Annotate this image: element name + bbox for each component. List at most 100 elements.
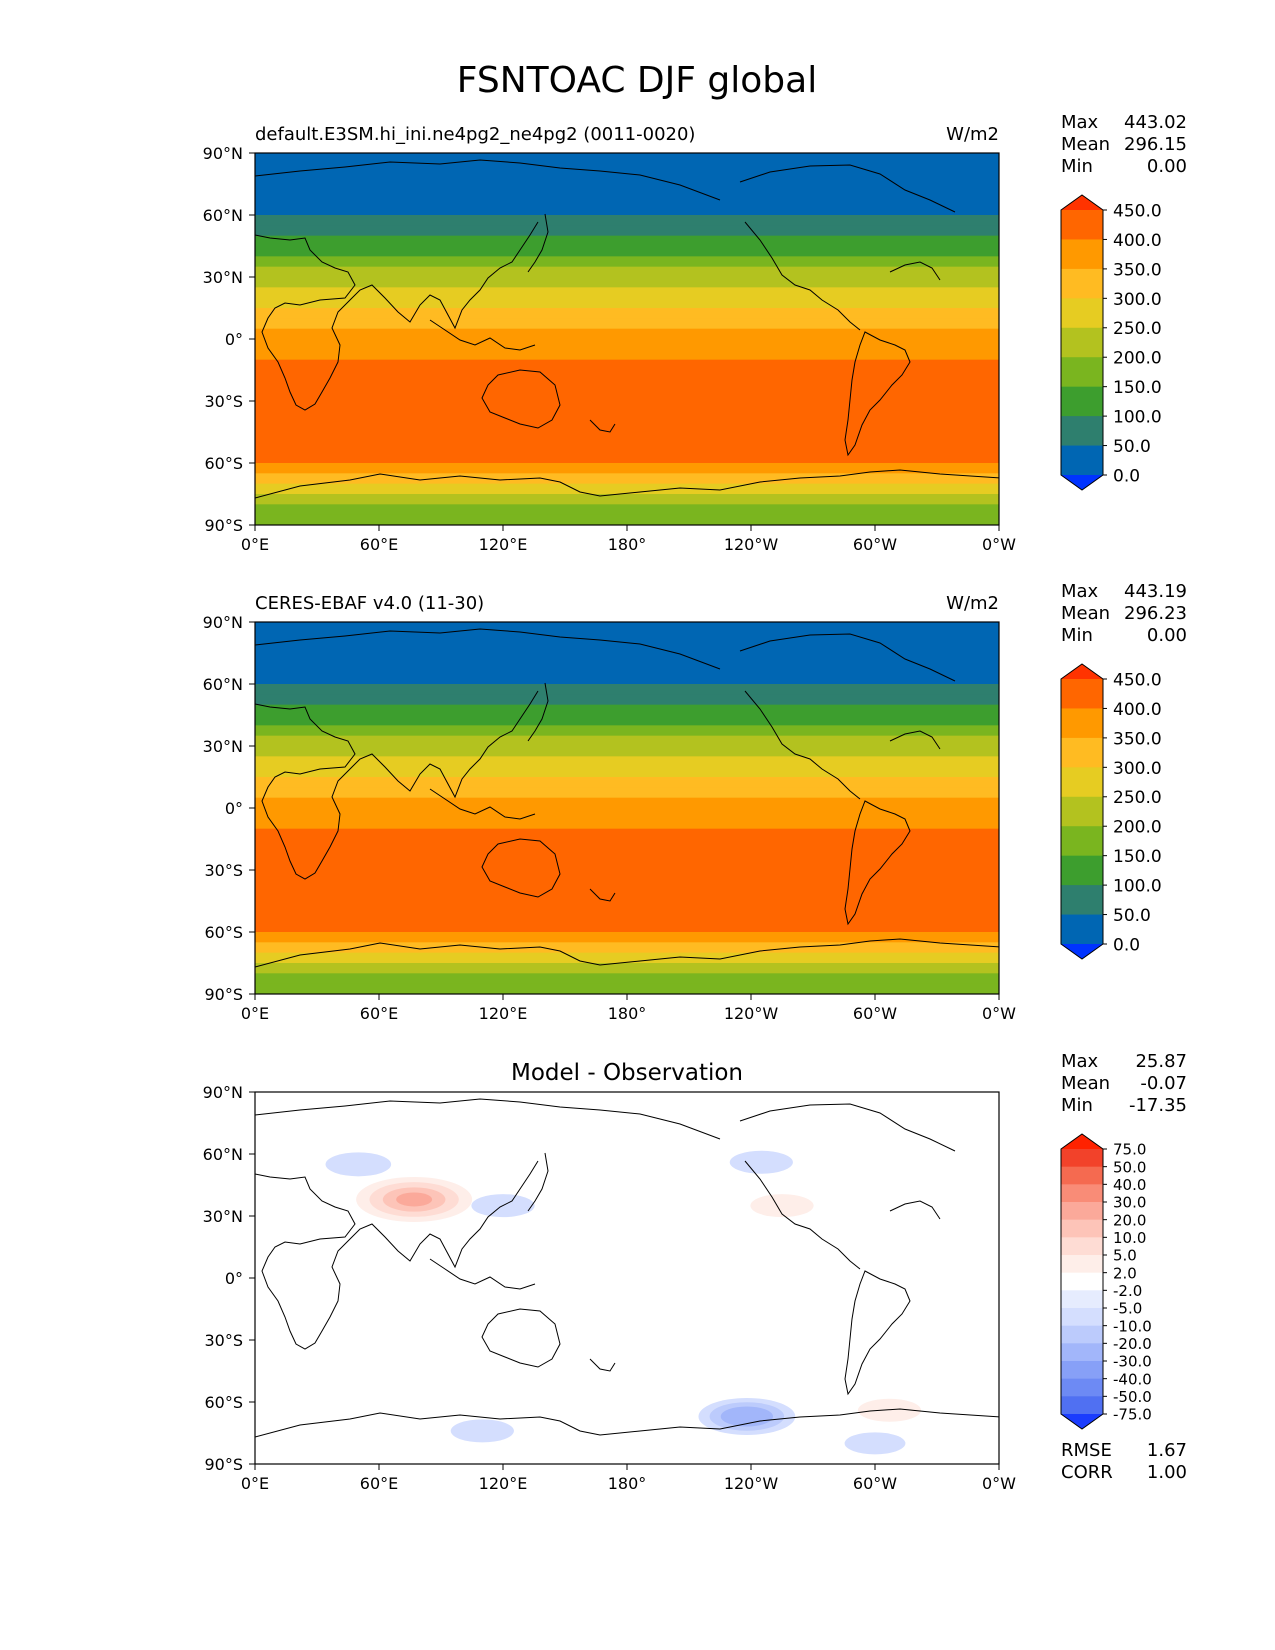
colorbar: 75.050.040.030.020.010.05.02.0-2.0-5.0-1… [1060,1133,1152,1430]
x-tick-label: 180° [608,535,647,554]
stat-min-label: Min [1061,1095,1093,1116]
colorbar-segment [1061,268,1103,299]
colorbar-label: 50.0 [1113,437,1151,457]
colorbar-segment [1061,737,1103,768]
colorbar-label: 50.0 [1113,1158,1146,1176]
zonal-band [255,473,999,485]
anomaly-contour [729,1150,793,1174]
zonal-band [255,483,999,495]
colorbar-segment [1061,416,1103,447]
colorbar-label: 150.0 [1113,378,1162,398]
colorbar-segment [1061,1166,1103,1185]
x-tick-label: 180° [608,1474,647,1493]
colorbar-label: 5.0 [1113,1247,1137,1265]
colorbar-label: 100.0 [1113,408,1162,428]
anomaly-patch [750,1194,814,1218]
colorbar-segment [1061,1396,1103,1415]
coastline [255,159,721,201]
y-tick-label: 90°S [204,1455,243,1474]
colorbar-segment [1061,445,1103,476]
y-tick-label: 0° [225,1269,243,1288]
coastline [844,800,911,926]
y-tick-label: 60°S [204,1393,243,1412]
colorbar-extend-max [1061,1134,1103,1149]
colorbar-label: -5.0 [1113,1300,1142,1318]
zonal-band [255,452,999,464]
colorbar-label: -40.0 [1113,1370,1152,1388]
y-tick-label: 0° [225,799,243,818]
colorbar-label: 250.0 [1113,788,1162,808]
y-tick-label: 30°S [204,1331,243,1350]
x-tick-label: 0°W [982,535,1016,554]
coastline [255,1160,539,1350]
zonal-band [255,184,999,195]
colorbar-segment [1061,1378,1103,1397]
zonal-band [255,318,999,330]
map-field [255,1092,999,1464]
colorbar-segment [1061,1290,1103,1309]
colorbar-segment [1061,210,1103,240]
zonal-band [255,735,999,747]
coastline [481,1308,561,1368]
zonal-band [255,849,999,861]
zonal-band [255,380,999,392]
stat-min-label: Min [1061,156,1093,177]
colorbar-label: 400.0 [1113,700,1162,720]
colorbar: 450.0 400.0 350.0 300.0 250.0 200.0 150.0 100.0… [1060,663,1162,960]
colorbar-label: 0.0 [1113,935,1140,955]
stat-max-value: 25.87 [1135,1051,1187,1072]
coastline [739,633,956,682]
stat-mean-label: Mean [1061,1073,1110,1094]
zonal-band [255,359,999,371]
colorbar-extend-max [1061,195,1103,210]
colorbar-segment [1061,708,1103,739]
coastline [255,690,539,880]
colorbar-segment [1061,1237,1103,1256]
map-field [255,622,999,994]
colorbar-segment [1061,327,1103,358]
coastline [527,1152,549,1212]
colorbar-label: 400.0 [1113,231,1162,251]
zonal-band [255,694,999,706]
coastline [429,1258,536,1290]
x-tick-label: 120°E [479,1474,528,1493]
zonal-band [255,818,999,830]
x-tick-label: 60°E [360,1474,398,1493]
colorbar-segment [1061,914,1103,945]
panel-units: W/m2 [946,593,999,614]
colorbar-segment [1061,1255,1103,1274]
metric-rmse-value: 1.67 [1147,1440,1187,1461]
y-tick-label: 90°S [204,985,243,1004]
y-tick-label: 30°N [203,268,243,287]
stat-max-value: 443.19 [1124,581,1187,602]
zonal-band [255,246,999,257]
x-tick-label: 0°E [241,1474,269,1493]
coastline [889,1200,941,1220]
zonal-band [255,963,999,974]
anomaly-contour [450,1419,514,1443]
x-tick-label: 60°W [853,535,897,554]
colorbar-segment [1061,298,1103,329]
zonal-band [255,153,999,164]
zonal-band [255,514,999,525]
anomaly-contour [325,1152,392,1177]
colorbar-segment [1061,885,1103,916]
zonal-band [255,653,999,664]
zonal-band [255,952,999,964]
colorbar-label: 2.0 [1113,1264,1137,1282]
zonal-band [255,297,999,309]
coastline [844,1270,911,1396]
zonal-band [255,256,999,268]
zonal-band [255,390,999,402]
colorbar-label: -20.0 [1113,1335,1152,1353]
coastline [255,1408,999,1438]
coastline [255,1098,721,1140]
panel-difference: 0°E 60°E 120°E 180° 120°W 60°W 0°W 90°N 60°N 30°N… [203,1051,1187,1493]
zonal-band [255,973,999,985]
anomaly-contour [396,1192,433,1207]
stat-max-value: 443.02 [1124,112,1187,133]
anomaly-patch [729,1150,793,1174]
colorbar-segment [1061,1361,1103,1380]
coastline [527,213,549,273]
